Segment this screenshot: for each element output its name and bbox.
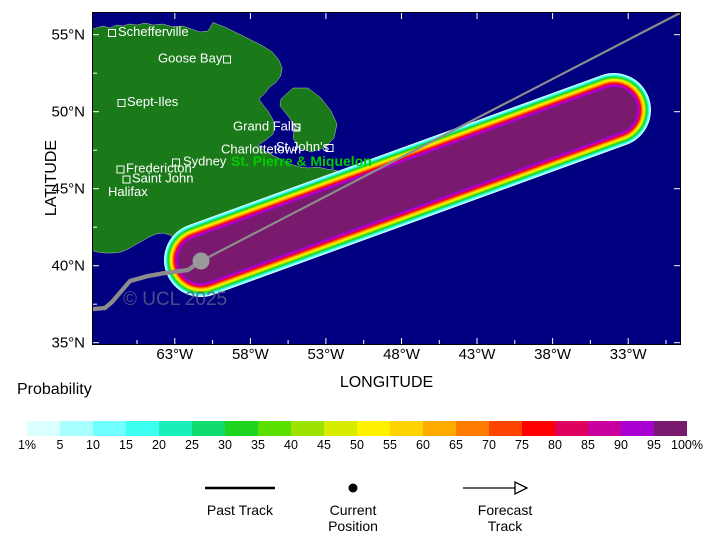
svg-text:Goose Bay: Goose Bay (158, 51, 223, 66)
svg-text:Halifax: Halifax (108, 184, 148, 199)
svg-text:St. Pierre & Miquelon: St. Pierre & Miquelon (231, 153, 372, 169)
svg-text:Schefferville: Schefferville (118, 24, 189, 39)
svg-text:Sept-Iles: Sept-Iles (127, 94, 179, 109)
svg-text:© UCL 2025: © UCL 2025 (123, 289, 227, 310)
svg-text:Grand Falls: Grand Falls (233, 119, 301, 134)
